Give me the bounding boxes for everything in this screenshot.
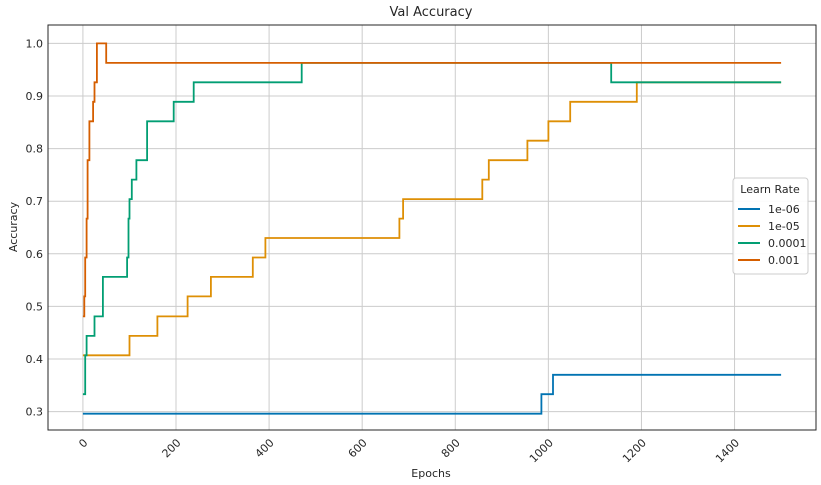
legend-label: 1e-06 (768, 203, 800, 216)
series-line-0 (82, 373, 782, 415)
y-tick-label: 0.7 (26, 195, 44, 208)
legend-label: 0.0001 (768, 237, 807, 250)
x-axis-label: Epochs (411, 467, 451, 480)
legend-items: 1e-06 1e-05 0.0001 0.001 (738, 203, 807, 267)
y-tick-label: 1.0 (26, 37, 44, 50)
y-axis-label: Accuracy (7, 201, 20, 252)
plot-frame (47, 24, 817, 431)
y-tick-label: 0.9 (26, 90, 44, 103)
y-tick-label: 0.8 (26, 143, 44, 156)
legend-box (732, 177, 809, 275)
legend-title: Learn Rate (740, 183, 800, 196)
y-tick-label: 0.5 (26, 300, 44, 313)
y-tick-label: 0.4 (26, 353, 44, 366)
grid-lines (48, 25, 816, 430)
series-line-3 (82, 42, 782, 318)
y-axis-ticks: 0.3 0.4 0.5 0.6 0.7 0.8 0.9 1.0 (26, 37, 44, 418)
y-tick-label: 0.3 (26, 406, 44, 419)
legend-label: 1e-05 (768, 220, 800, 233)
series-lines (82, 42, 782, 415)
legend: Learn Rate 1e-06 1e-05 0.0001 0.001 (732, 177, 809, 275)
y-tick-label: 0.6 (26, 248, 44, 261)
chart-title: Val Accuracy (390, 5, 473, 20)
series-line-2 (82, 62, 782, 396)
series-line-1 (82, 81, 782, 357)
legend-label: 0.001 (768, 254, 800, 267)
